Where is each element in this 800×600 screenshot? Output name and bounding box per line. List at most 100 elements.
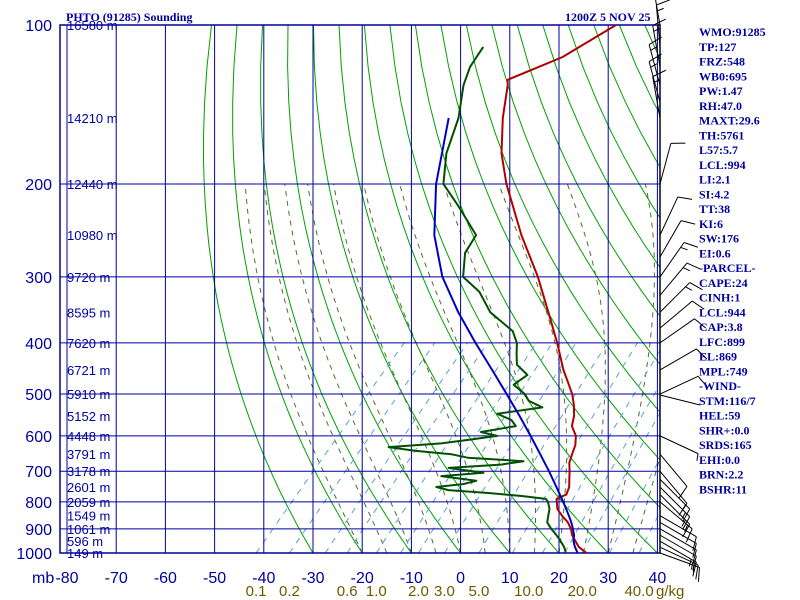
dry-adiabat-line: [232, 25, 363, 554]
dry-adiabat-line: [542, 25, 660, 269]
pressure-label: 100: [25, 18, 52, 35]
dry-adiabat-line: [260, 25, 412, 554]
index-entry: RH:47.0: [699, 99, 742, 113]
wind-barb-flag: [656, 0, 671, 6]
temperature-tick-label: -40: [252, 570, 275, 587]
moist-adiabat-line: [263, 183, 388, 554]
dry-adiabat-line: [287, 25, 461, 554]
wind-barb-flag: [686, 262, 701, 270]
dry-adiabat-line: [338, 25, 560, 554]
wind-barb-flag: [695, 564, 699, 580]
wind-barb-shaft: [659, 375, 699, 395]
wind-barb-half: [688, 559, 692, 567]
indices-panel: WMO:91285TP:127FRZ:548WB0:695PW:1.47RH:4…: [699, 25, 766, 496]
wind-barb-half: [681, 512, 686, 520]
index-entry: MAXT:29.6: [699, 114, 760, 128]
wind-barb-half: [681, 519, 686, 527]
wind-barb-flag: [678, 486, 688, 499]
wind-barb-flag: [682, 516, 691, 530]
wind-barb-shaft: [648, 44, 661, 86]
dry-adiabat-line: [313, 25, 511, 554]
wind-barb: [659, 220, 696, 258]
wind-barb-shaft: [655, 0, 661, 26]
index-entry: LFC:899: [699, 335, 745, 349]
wind-barb-flag: [682, 524, 691, 538]
wind-barb-flag: [680, 220, 696, 225]
wind-barb-shaft: [659, 453, 688, 487]
index-entry: HEL:59: [699, 409, 740, 423]
pressure-label: 800: [25, 495, 52, 512]
station-title: PHTO (91285) Sounding: [66, 10, 192, 24]
wind-barb-flag: [683, 242, 699, 248]
mixing-ratio-label: 1.0: [366, 583, 387, 600]
wind-barb-shaft: [659, 494, 691, 525]
height-label: 3791 m: [67, 447, 110, 462]
index-entry: LI:2.1: [699, 173, 731, 187]
pressure-label: 600: [25, 429, 52, 446]
wind-barb: [655, 0, 661, 26]
height-label: 8595 m: [67, 305, 110, 320]
index-entry: WB0:695: [699, 69, 747, 83]
wind-barb-flag: [685, 528, 693, 543]
wind-barbs: [648, 0, 708, 582]
height-label: 12440 m: [67, 177, 118, 192]
wind-barb-shaft: [659, 478, 691, 510]
mixing-ratio-label: 2.0: [408, 583, 429, 600]
temperature-tick-label: -60: [154, 570, 177, 587]
height-label: 5910 m: [67, 387, 110, 402]
index-entry: CINH:1: [699, 291, 740, 305]
mixing-ratio-label: 10.0: [514, 583, 543, 600]
index-entry: -WIND-: [699, 379, 741, 393]
wind-barb-half: [696, 453, 699, 461]
wind-barb-shaft: [652, 25, 661, 67]
wind-barb-shaft: [659, 534, 697, 557]
height-label: 4448 m: [67, 429, 110, 444]
wind-barb: [659, 435, 699, 461]
temperature-tick-label: 10: [501, 570, 519, 587]
wind-barb: [659, 540, 697, 577]
wind-barb: [659, 528, 697, 565]
dry-adiabat-line: [491, 25, 660, 366]
temperature-tick-label: 0: [456, 570, 465, 587]
wind-barb-shaft: [659, 540, 697, 563]
wind-barb-flag: [692, 536, 697, 551]
pressure-label: 900: [25, 522, 52, 539]
wind-barb-half: [680, 246, 688, 251]
wind-barb-shaft: [659, 220, 682, 258]
index-entry: TT:38: [699, 202, 730, 216]
dry-adiabat-line: [363, 25, 609, 554]
dry-adiabat-line: [389, 25, 658, 554]
wind-barb-flag: [696, 348, 708, 360]
mixing-ratio-label: 5.0: [468, 583, 489, 600]
wind-barb-shaft: [659, 196, 679, 236]
wind-barb-half: [650, 63, 658, 68]
wind-barb-flag: [692, 562, 697, 577]
height-label: 9720 m: [67, 270, 110, 285]
wind-barb: [659, 453, 688, 499]
height-label: 1549 m: [67, 509, 110, 524]
wind-barb: [659, 470, 688, 516]
wind-barb: [659, 300, 705, 329]
wind-barb: [659, 242, 699, 278]
temperature-tick-label: -10: [400, 570, 423, 587]
wind-barb-flag: [694, 318, 707, 329]
index-entry: EHI:0.0: [699, 453, 740, 467]
pressure-label: 200: [25, 177, 52, 194]
index-entry: SW:176: [699, 232, 739, 246]
wind-barb-shaft: [659, 521, 697, 544]
dry-adiabat-line: [414, 25, 660, 509]
wind-barb-flag: [689, 282, 703, 291]
wind-barb: [659, 375, 708, 395]
index-entry: BRN:2.2: [699, 468, 743, 482]
wind-barb-shaft: [659, 552, 700, 568]
moist-adiabat-line: [443, 183, 536, 554]
temperature-tick-label: -30: [301, 570, 324, 587]
wind-barb: [659, 486, 691, 530]
wind-barb-half: [682, 267, 690, 272]
temperature-tick-label: -50: [203, 570, 226, 587]
mixing-ratio-unit: g/kg: [656, 583, 684, 600]
height-label: 16580 m: [67, 18, 118, 33]
temperature-tick-label: 30: [599, 570, 617, 587]
